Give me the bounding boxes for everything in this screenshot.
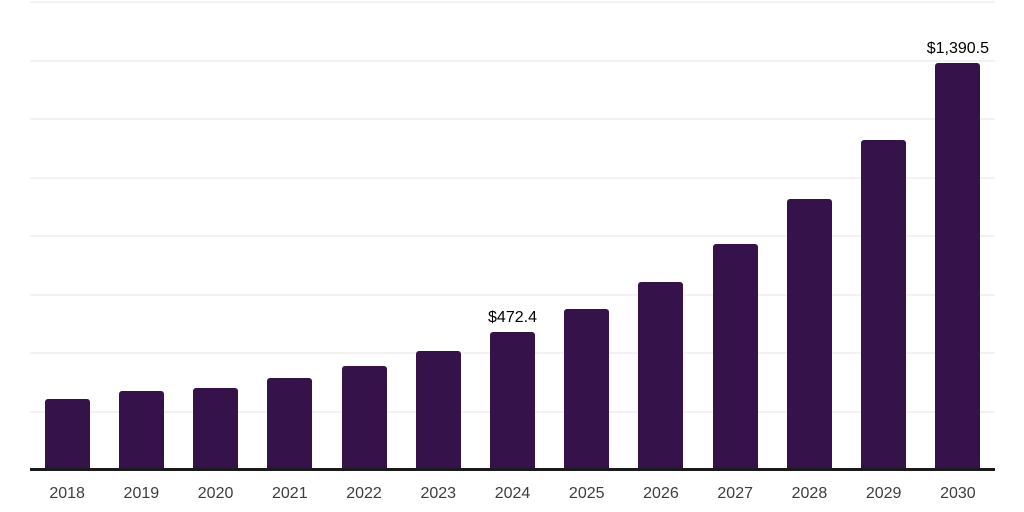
x-tick-2024: 2024: [494, 485, 531, 502]
bar-2018: [44, 398, 90, 470]
bar-2022: [341, 365, 387, 470]
x-tick-2021: 2021: [272, 485, 308, 502]
x-tick-2026: 2026: [643, 485, 679, 502]
x-tick-2029: 2029: [865, 485, 902, 502]
x-tick-2018: 2018: [49, 485, 85, 502]
x-tick-2030: 2030: [940, 485, 976, 502]
bar-2027: [712, 243, 758, 470]
x-tick-2027: 2027: [717, 485, 753, 502]
bar-2030: [935, 63, 981, 470]
gridline-1400: [30, 59, 995, 62]
gridline-600: [30, 293, 995, 296]
bar-2020: [193, 387, 239, 470]
x-tick-2023: 2023: [420, 485, 457, 502]
x-tick-2019: 2019: [123, 485, 160, 502]
data-label-2030: $1,390.5: [926, 40, 990, 58]
bar-2019: [118, 390, 164, 470]
x-tick-2028: 2028: [791, 485, 828, 502]
x-axis-line: [30, 468, 995, 471]
bar-2026: [638, 281, 684, 470]
x-tick-2022: 2022: [346, 485, 382, 502]
bar-2024: [490, 331, 535, 470]
bar-2025: [564, 308, 610, 470]
gridline-1000: [30, 176, 995, 179]
bar-2029: [861, 140, 907, 470]
x-tick-2025: 2025: [568, 485, 605, 502]
bar-2023: [415, 350, 461, 470]
bar-2028: [786, 199, 832, 470]
gridline-1200: [30, 118, 995, 120]
x-tick-2020: 2020: [197, 485, 234, 502]
gridline-1600: [30, 1, 995, 3]
bar-2021: [267, 378, 313, 470]
gridline-800: [30, 235, 995, 237]
data-label-2024: $472.4: [488, 308, 537, 326]
